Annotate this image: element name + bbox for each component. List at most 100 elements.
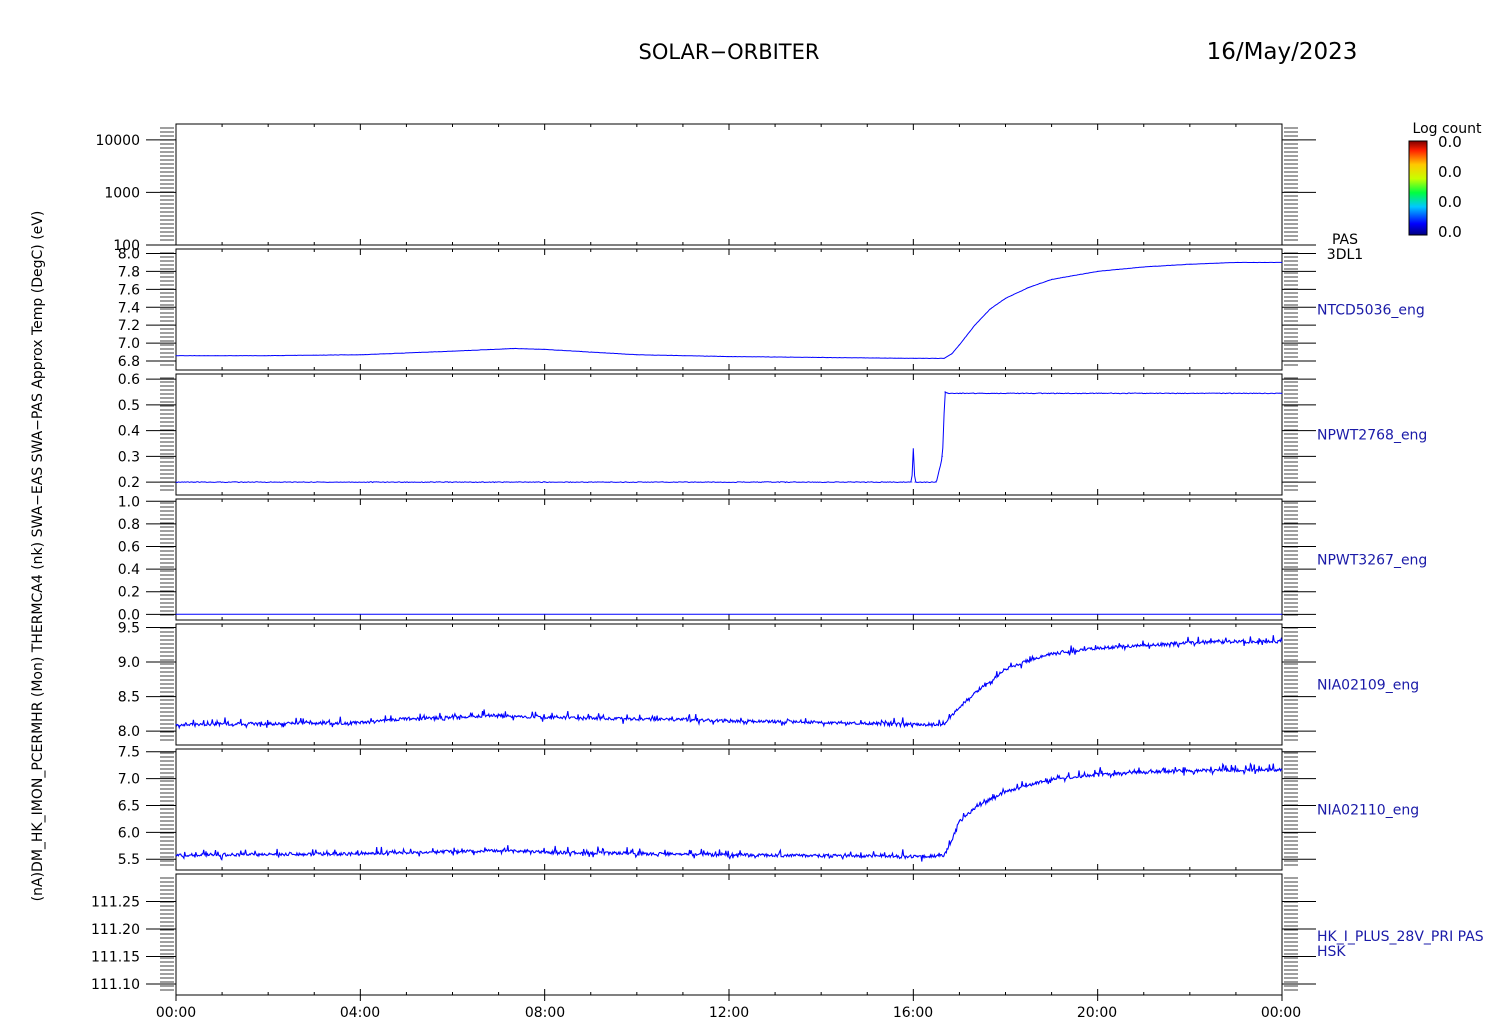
- y-tick-label: 10000: [95, 133, 140, 149]
- data-point: [989, 798, 991, 800]
- data-point: [359, 853, 361, 855]
- x-tick-label: 20:00: [1077, 1005, 1117, 1020]
- data-point: [935, 481, 937, 483]
- panel-frame: [175, 498, 1283, 621]
- panel-label: HSK: [1317, 944, 1346, 960]
- data-point: [544, 851, 546, 853]
- data-point: [728, 720, 730, 722]
- y-minor-ticks: [160, 752, 1298, 866]
- colorbar: Log count 0.0 0.0 0.0 0.0: [1408, 121, 1482, 241]
- y-minor-ticks: [160, 502, 1298, 616]
- data-point: [1027, 784, 1030, 786]
- data-point: [941, 455, 944, 457]
- y-tick-label: 7.0: [118, 772, 140, 788]
- data-point: [1004, 297, 1007, 299]
- y-tick-label: 0.0: [118, 607, 140, 623]
- data-point: [958, 706, 961, 708]
- plot-date: 16/May/2023: [1207, 39, 1358, 65]
- data-point: [1281, 769, 1283, 771]
- data-point: [1097, 270, 1099, 273]
- data-point: [544, 348, 546, 350]
- y-tick-label: 100: [113, 238, 140, 254]
- y-tick-label: 7.8: [118, 264, 140, 280]
- y-tick-label: 0.3: [118, 449, 140, 465]
- colorbar-label: 0.0: [1438, 223, 1462, 241]
- data-point: [513, 347, 515, 350]
- data-point: [451, 350, 454, 352]
- y-minor-ticks: [160, 377, 1298, 491]
- data-point: [175, 613, 177, 615]
- y-minor-ticks: [160, 127, 1298, 241]
- y-tick-label: 0.8: [118, 517, 140, 533]
- colorbar-label: 0.0: [1438, 193, 1462, 211]
- panel-frame: [175, 123, 1283, 246]
- data-point: [544, 481, 546, 483]
- data-point: [728, 854, 730, 856]
- data-point: [1189, 769, 1191, 772]
- y-tick-label: 6.5: [118, 798, 140, 814]
- data-point: [912, 855, 914, 858]
- data-point: [951, 353, 953, 355]
- panel-label: NPWT2768_eng: [1317, 428, 1427, 444]
- y-tick-label: 0.6: [118, 372, 140, 388]
- data-point: [544, 716, 546, 718]
- data-point: [497, 715, 500, 717]
- data-point: [497, 850, 500, 852]
- data-point: [405, 718, 408, 720]
- data-point: [1189, 263, 1191, 265]
- data-point: [1235, 261, 1237, 264]
- y-minor-ticks: [160, 252, 1298, 366]
- panel-label: NIA02110_eng: [1317, 803, 1419, 819]
- y-tick-label: 7.0: [118, 336, 140, 352]
- data-point: [1143, 266, 1145, 268]
- data-point: [1281, 261, 1283, 264]
- data-point: [974, 324, 976, 326]
- panel-label: PAS: [1332, 232, 1358, 248]
- data-point: [943, 723, 945, 725]
- y-tick-label: 7.6: [118, 282, 140, 298]
- y-tick-label: 8.0: [118, 246, 140, 262]
- y-tick-label: 5.5: [118, 852, 140, 868]
- panel-frame: [175, 748, 1283, 871]
- y-tick-label: 0.5: [118, 398, 140, 414]
- data-point: [1281, 392, 1283, 394]
- y-tick-label: 9.5: [118, 620, 140, 636]
- data-point: [989, 680, 991, 682]
- data-point: [958, 344, 961, 346]
- y-tick-label: 1.0: [118, 494, 140, 510]
- panel-label: NPWT3267_eng: [1317, 553, 1427, 569]
- data-point: [1004, 791, 1007, 793]
- series-line: [175, 762, 1283, 862]
- data-point: [1004, 668, 1007, 670]
- data-point: [958, 821, 961, 823]
- y-tick-label: 111.20: [91, 922, 140, 938]
- panel-label: HK_I_PLUS_28V_PRI PAS: [1317, 929, 1484, 945]
- series-line: [175, 391, 1283, 484]
- y-minor-ticks: [160, 627, 1298, 741]
- data-point: [943, 855, 945, 857]
- data-point: [1281, 640, 1283, 642]
- x-tick-label: 04:00: [340, 1005, 380, 1020]
- data-point: [946, 392, 948, 394]
- y-tick-label: 1000: [104, 185, 140, 201]
- colorbar-title: Log count: [1413, 121, 1482, 137]
- panel-label: 3DL1: [1327, 247, 1363, 263]
- y-tick-label: 0.2: [118, 475, 140, 491]
- data-point: [943, 357, 945, 359]
- y-tick-label: 7.4: [118, 300, 140, 316]
- data-point: [1050, 278, 1053, 281]
- y-tick-label: 0.4: [118, 424, 140, 440]
- y-tick-label: 8.0: [118, 724, 140, 740]
- data-point: [728, 355, 730, 358]
- series-line: [175, 261, 1282, 360]
- data-point: [1027, 660, 1030, 662]
- data-point: [974, 692, 976, 694]
- x-tick-label: 16:00: [893, 1005, 933, 1020]
- y-tick-label: 111.25: [91, 895, 140, 911]
- data-point: [915, 481, 918, 483]
- y-tick-label: 6.0: [118, 825, 140, 841]
- panel-frame: [175, 873, 1283, 996]
- x-tick-label: 00:00: [156, 1005, 196, 1020]
- data-point: [820, 356, 822, 359]
- panel-frame: [175, 623, 1283, 746]
